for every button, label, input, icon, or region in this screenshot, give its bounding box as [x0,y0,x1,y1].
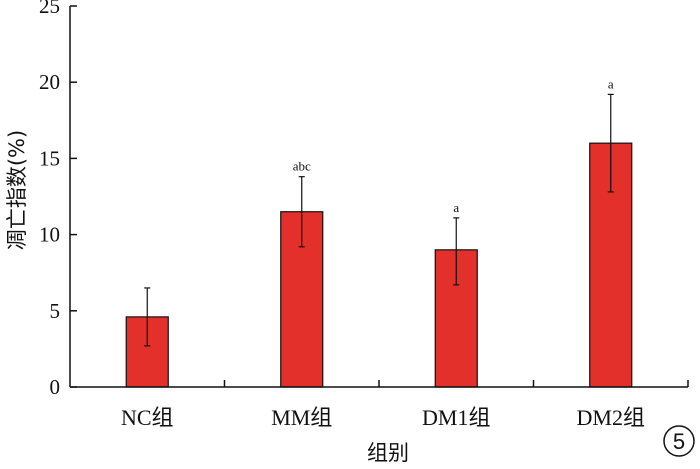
panel-label-circle [663,425,695,457]
y-tick-label: 10 [39,223,60,247]
significance-label: abc [293,159,311,174]
y-tick-label: 15 [39,146,60,170]
error-bars [144,93,614,347]
category-labels: NC组 MM组 DM1组 DM2组 [121,405,645,430]
significance-label: a [453,200,459,215]
category-label: DM2组 [577,405,645,430]
bars [125,142,633,388]
y-axis-ticks: 0 5 10 15 20 25 [39,0,77,399]
x-axis-ticks [223,380,689,387]
y-axis-title: 凋亡指数(%) [5,130,29,250]
y-tick-label: 20 [39,70,60,94]
category-label: NC组 [121,405,174,430]
y-tick-label: 5 [50,299,61,323]
panel-label: 5 [673,429,685,454]
x-axis-title: 组别 [367,441,409,465]
y-tick-label: 0 [50,375,61,399]
significance-labels: abc a a [293,76,614,214]
y-tick-label: 25 [39,0,60,18]
significance-label: a [608,76,614,91]
category-label: MM组 [271,405,332,430]
category-label: DM1组 [422,405,490,430]
